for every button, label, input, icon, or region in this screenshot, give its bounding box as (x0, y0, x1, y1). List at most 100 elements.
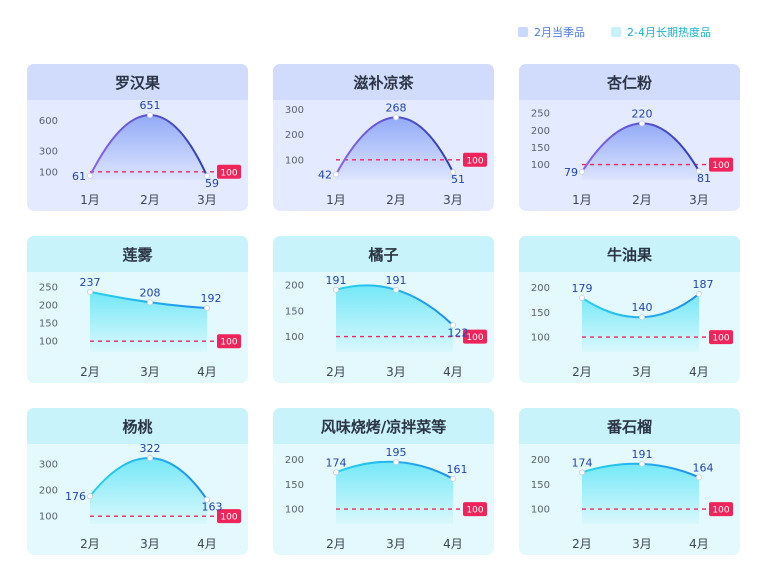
threshold-label: 100 (712, 161, 729, 171)
data-point[interactable] (449, 322, 456, 329)
chart-panel-luohanguo: 罗汉果 100 300 600 100 61 651 59 1月 2月 3月 (27, 64, 248, 211)
threshold-label: 100 (466, 156, 483, 166)
threshold-badge (463, 329, 487, 344)
data-point[interactable] (639, 314, 646, 321)
panel-title: 罗汉果 (27, 64, 248, 100)
data-point[interactable] (393, 458, 400, 465)
x-tick-label: 3月 (632, 365, 652, 379)
data-point[interactable] (639, 120, 646, 127)
data-point[interactable] (639, 460, 646, 467)
x-tick-label: 2月 (326, 365, 346, 379)
area-chart: 100 150 200 250 100 79 220 81 1月 2月 3月 (531, 107, 733, 207)
data-label: 322 (140, 444, 161, 455)
data-point[interactable] (333, 171, 340, 178)
panel-title: 风味烧烤/凉拌菜等 (273, 408, 494, 444)
y-tick-label: 200 (285, 130, 304, 141)
y-tick-label: 200 (285, 455, 304, 466)
area-fill (336, 117, 453, 180)
y-tick-label: 100 (285, 332, 304, 343)
legend-item-seasonal[interactable]: 2月当季品 (518, 22, 585, 42)
data-point[interactable] (147, 299, 154, 306)
y-tick-label: 100 (531, 505, 550, 516)
x-tick-label: 2月 (572, 537, 592, 551)
y-tick-label: 100 (39, 167, 58, 178)
data-point[interactable] (147, 455, 154, 462)
threshold-label: 100 (712, 334, 729, 344)
threshold-badge (709, 330, 733, 345)
x-tick-label: 4月 (197, 537, 217, 551)
legend-swatch-seasonal (518, 27, 528, 37)
x-tick-label: 1月 (80, 193, 100, 207)
area-chart: 100 150 200 100 179 140 187 2月 3月 4月 (531, 278, 733, 379)
y-tick-label: 200 (531, 455, 550, 466)
area-chart: 100 200 300 100 42 268 51 1月 2月 3月 (285, 101, 487, 207)
threshold-badge (709, 157, 733, 172)
area-fill (90, 291, 207, 352)
data-point[interactable] (579, 168, 586, 175)
data-point[interactable] (87, 172, 94, 179)
y-tick-label: 300 (39, 459, 58, 470)
data-point[interactable] (449, 169, 456, 176)
data-point[interactable] (579, 469, 586, 476)
panel-title: 滋补凉茶 (273, 64, 494, 100)
x-tick-label: 2月 (80, 365, 100, 379)
x-tick-label: 4月 (443, 365, 463, 379)
y-tick-label: 150 (39, 319, 58, 330)
data-point[interactable] (87, 288, 94, 295)
x-tick-label: 3月 (140, 537, 160, 551)
data-point[interactable] (579, 294, 586, 301)
area-fill (90, 115, 207, 180)
data-point[interactable] (333, 286, 340, 293)
x-tick-label: 2月 (386, 193, 406, 207)
chart-legend: 2月当季品 2-4月长期热度品 (0, 22, 767, 42)
data-point[interactable] (333, 469, 340, 476)
data-point[interactable] (203, 496, 210, 503)
data-label: 174 (326, 456, 347, 469)
legend-label-seasonal: 2月当季品 (534, 26, 585, 39)
area-fill (336, 285, 453, 352)
threshold-label: 100 (466, 506, 483, 516)
y-tick-label: 200 (531, 126, 550, 137)
area-chart: 100 150 200 100 191 191 122 2月 3月 4月 (285, 274, 487, 379)
y-tick-label: 100 (39, 512, 58, 523)
data-label: 140 (632, 301, 653, 314)
chart-panel-starfruit: 杨桃 100 200 300 100 176 322 163 2月 3月 4月 (27, 408, 248, 555)
y-tick-label: 200 (39, 485, 58, 496)
data-point[interactable] (87, 493, 94, 500)
data-label: 79 (564, 166, 578, 179)
threshold-label: 100 (220, 338, 237, 348)
data-label: 176 (65, 490, 86, 503)
x-tick-label: 3月 (386, 365, 406, 379)
area-fill (582, 293, 699, 352)
chart-panel-guava: 番石榴 100 150 200 100 174 191 164 2月 3月 4月 (519, 408, 740, 555)
data-point[interactable] (393, 114, 400, 121)
x-tick-label: 2月 (80, 537, 100, 551)
threshold-badge (217, 509, 241, 524)
y-tick-label: 200 (285, 281, 304, 292)
panel-title: 番石榴 (519, 408, 740, 444)
data-label: 651 (140, 100, 161, 112)
x-tick-label: 4月 (443, 537, 463, 551)
x-tick-label: 3月 (443, 193, 463, 207)
data-label: 191 (632, 448, 653, 461)
legend-label-long-term: 2-4月长期热度品 (627, 26, 711, 39)
data-point[interactable] (695, 290, 702, 297)
x-tick-label: 3月 (140, 365, 160, 379)
legend-item-long-term[interactable]: 2-4月长期热度品 (611, 22, 711, 42)
threshold-badge (463, 152, 487, 167)
data-point[interactable] (203, 172, 210, 179)
data-point[interactable] (695, 168, 702, 175)
y-tick-label: 300 (39, 147, 58, 158)
data-point[interactable] (147, 112, 154, 119)
data-point[interactable] (695, 474, 702, 481)
data-point[interactable] (203, 305, 210, 312)
y-tick-label: 150 (531, 143, 550, 154)
data-point[interactable] (393, 286, 400, 293)
data-point[interactable] (449, 475, 456, 482)
data-label: 208 (140, 286, 161, 299)
threshold-badge (217, 334, 241, 349)
threshold-label: 100 (220, 168, 237, 178)
data-label: 164 (693, 461, 714, 474)
chart-panel-almond-powder: 杏仁粉 100 150 200 250 100 79 220 81 1月 2月 3月 (519, 64, 740, 211)
data-label: 187 (693, 278, 714, 291)
